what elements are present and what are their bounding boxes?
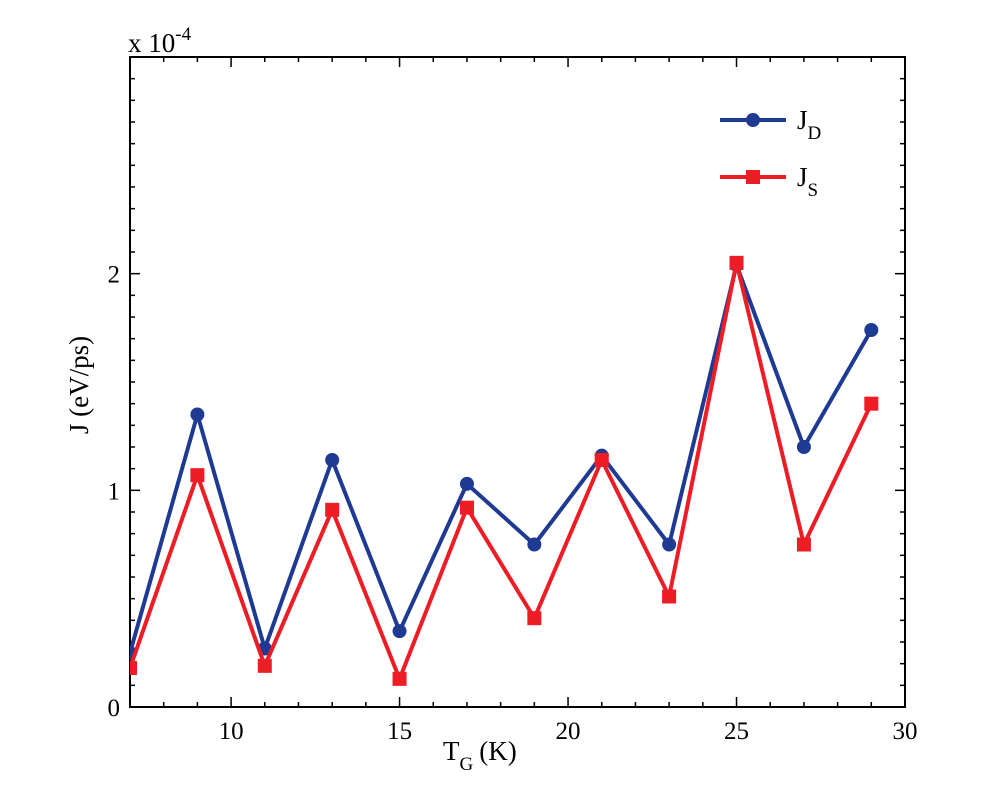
x-tick-label: 10 bbox=[219, 718, 244, 745]
data-point-js bbox=[459, 500, 474, 515]
plot-area bbox=[130, 255, 879, 686]
data-point-js bbox=[257, 658, 272, 673]
data-point-js bbox=[594, 453, 609, 467]
data-point-js bbox=[527, 611, 542, 626]
data-point-js bbox=[864, 396, 879, 411]
data-point-jd bbox=[527, 537, 542, 552]
legend: JD JS bbox=[720, 105, 821, 201]
data-point-js bbox=[130, 661, 137, 675]
data-point-js bbox=[190, 468, 205, 483]
data-point-js bbox=[325, 502, 340, 517]
x-axis-title: TG (K) bbox=[443, 736, 517, 775]
x-tick-label: 25 bbox=[724, 718, 749, 745]
x-tick-label: 15 bbox=[387, 718, 412, 745]
data-point-jd bbox=[190, 407, 205, 422]
y-tick-label: 2 bbox=[108, 262, 121, 289]
data-point-js bbox=[662, 589, 677, 604]
legend-label-jd: JD bbox=[797, 105, 821, 144]
data-point-js bbox=[796, 537, 811, 552]
data-point-js bbox=[392, 671, 407, 686]
y-tick-label: 1 bbox=[108, 478, 121, 505]
legend-marker-js bbox=[746, 170, 760, 184]
y-tick-label: 0 bbox=[108, 695, 121, 722]
legend-marker-jd bbox=[746, 113, 760, 127]
data-point-jd bbox=[864, 323, 879, 337]
x-tick-label: 30 bbox=[893, 718, 918, 745]
data-point-jd bbox=[459, 476, 474, 491]
data-point-jd bbox=[392, 624, 407, 639]
y-multiplier-label: x 10-4 bbox=[128, 24, 192, 58]
series-line-js bbox=[130, 260, 874, 681]
legend-label-js: JS bbox=[797, 162, 818, 201]
data-point-jd bbox=[662, 537, 677, 552]
x-tick-label: 20 bbox=[556, 718, 581, 745]
data-point-jd bbox=[325, 453, 340, 467]
data-point-jd bbox=[796, 440, 811, 454]
series-line-jd bbox=[130, 263, 874, 654]
axes: 10 15 20 25 30 0 1 2 bbox=[108, 56, 918, 745]
y-axis-title: J (eV/ps) bbox=[64, 336, 94, 434]
data-point-js bbox=[729, 255, 744, 270]
